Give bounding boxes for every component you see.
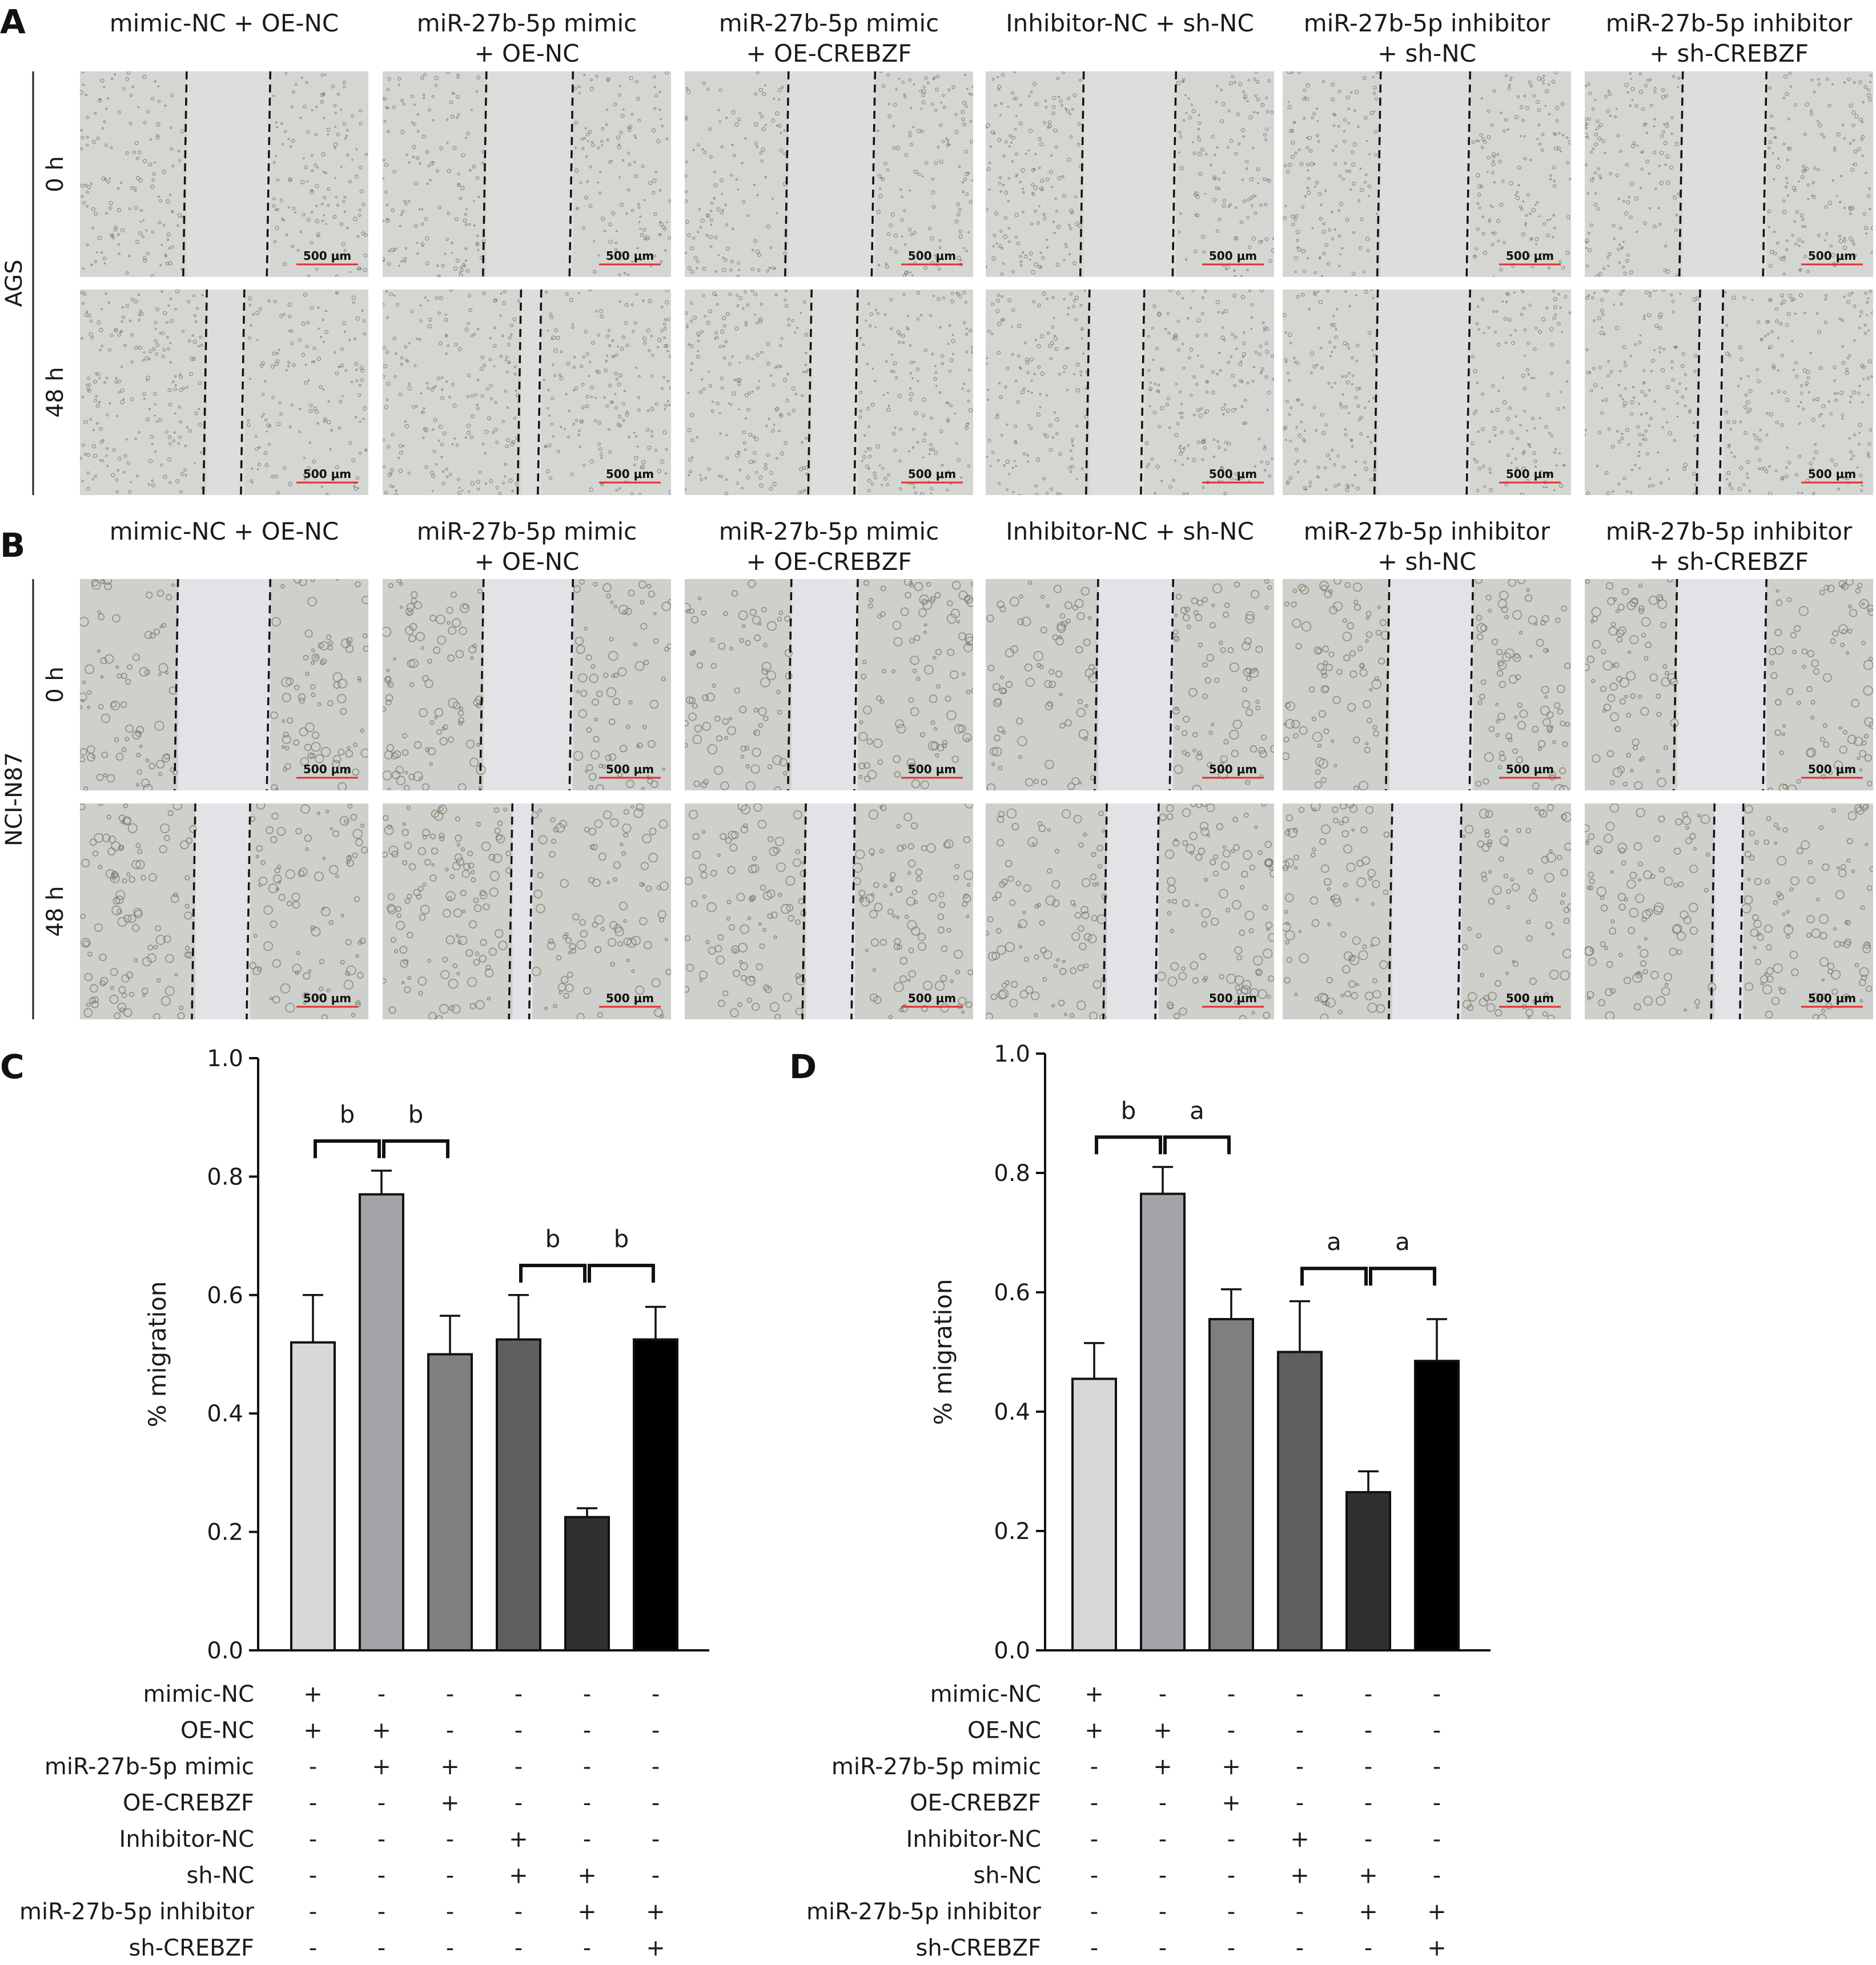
cell-line-label: AGS bbox=[1, 259, 27, 307]
scale-bar-label: 500 μm bbox=[606, 762, 654, 776]
scale-bar-label: 500 μm bbox=[908, 762, 956, 776]
group-title-line2: + OE-NC bbox=[474, 548, 579, 576]
wound-gap bbox=[1677, 579, 1767, 790]
scale-bar-label: 500 μm bbox=[1808, 467, 1856, 481]
group-title: Inhibitor-NC + sh-NC bbox=[1006, 517, 1254, 545]
wound-gap bbox=[195, 803, 250, 1019]
micrograph-background bbox=[1585, 290, 1873, 495]
scale-bar-label: 500 μm bbox=[606, 249, 654, 263]
micrograph: 500 μm bbox=[1584, 288, 1874, 496]
scale-bar-label: 500 μm bbox=[1506, 467, 1554, 481]
micrograph: 500 μm bbox=[79, 801, 368, 1020]
wound-gap bbox=[187, 71, 270, 277]
group-title: miR-27b-5p mimic bbox=[719, 517, 939, 545]
scale-bar-label: 500 μm bbox=[1808, 249, 1856, 263]
micrograph: 500 μm bbox=[382, 579, 673, 792]
micrograph: 500 μm bbox=[1584, 71, 1875, 278]
panel-letter: A bbox=[0, 2, 26, 41]
group-title-line2: + OE-CREBZF bbox=[746, 548, 911, 576]
scale-bar-label: 500 μm bbox=[908, 467, 956, 481]
scale-bar-label: 500 μm bbox=[1506, 249, 1554, 263]
timepoint-label: 0 h bbox=[42, 156, 69, 192]
timepoint-label: 48 h bbox=[42, 367, 69, 418]
group-title: mimic-NC + OE-NC bbox=[110, 517, 339, 545]
wound-gap bbox=[178, 579, 271, 790]
group-title-line2: + sh-CREBZF bbox=[1649, 39, 1809, 67]
scale-bar-label: 500 μm bbox=[303, 249, 351, 263]
wound-gap bbox=[487, 71, 573, 277]
micrograph: 500 μm bbox=[79, 71, 368, 278]
wound-gap bbox=[1098, 579, 1173, 790]
group-title-line2: + sh-NC bbox=[1377, 548, 1476, 576]
group-title: miR-27b-5p inhibitor bbox=[1606, 9, 1853, 37]
timepoint-label: 48 h bbox=[42, 886, 69, 937]
group-title: miR-27b-5p mimic bbox=[417, 517, 637, 545]
group-title: mimic-NC + OE-NC bbox=[110, 9, 339, 37]
wound-gap bbox=[1381, 71, 1471, 277]
micrograph: 500 μm bbox=[684, 290, 975, 496]
micrograph: 500 μm bbox=[1582, 576, 1876, 793]
micrograph: 500 μm bbox=[1283, 70, 1572, 278]
scale-bar-label: 500 μm bbox=[1209, 762, 1257, 776]
group-title: miR-27b-5p mimic bbox=[719, 9, 939, 37]
group-title: Inhibitor-NC + sh-NC bbox=[1006, 9, 1254, 37]
group-title-line2: + sh-NC bbox=[1377, 39, 1476, 67]
group-title: miR-27b-5p mimic bbox=[417, 9, 637, 37]
micrograph: 500 μm bbox=[381, 288, 673, 496]
wound-gap bbox=[484, 579, 573, 790]
group-title-line2: + OE-CREBZF bbox=[746, 39, 911, 67]
wound-gap bbox=[1683, 71, 1766, 277]
micrograph: 500 μm bbox=[1282, 289, 1571, 497]
group-title: miR-27b-5p inhibitor bbox=[1304, 517, 1550, 545]
scale-bar-label: 500 μm bbox=[1506, 762, 1554, 776]
wound-gap bbox=[1378, 290, 1471, 495]
scale-bar-label: 500 μm bbox=[303, 762, 351, 776]
wound-gap bbox=[1090, 290, 1144, 495]
wound-gap bbox=[1389, 579, 1473, 790]
wound-gap bbox=[792, 579, 858, 790]
scale-bar-label: 500 μm bbox=[1808, 762, 1856, 776]
micrograph: 500 μm bbox=[1282, 577, 1571, 794]
wound-gap bbox=[207, 290, 244, 495]
group-title-line2: + sh-CREBZF bbox=[1649, 548, 1809, 576]
micrograph: 500 μm bbox=[684, 70, 974, 278]
cell-line-label: NCI-N87 bbox=[1, 752, 27, 846]
micrograph: 500 μm bbox=[682, 578, 975, 794]
group-title-line2: + OE-NC bbox=[474, 39, 579, 67]
scale-bar-label: 500 μm bbox=[606, 467, 654, 481]
wound-gap bbox=[812, 290, 858, 495]
micrograph: 500 μm bbox=[381, 70, 671, 278]
group-title: miR-27b-5p inhibitor bbox=[1304, 9, 1550, 37]
panel-letter: B bbox=[0, 526, 25, 565]
wound-gap bbox=[1084, 71, 1176, 277]
micrograph: 500 μm bbox=[79, 575, 370, 793]
micrograph: 500 μm bbox=[986, 579, 1278, 794]
micrograph: 500 μm bbox=[985, 70, 1275, 277]
scale-bar-label: 500 μm bbox=[1209, 249, 1257, 263]
micrograph: 500 μm bbox=[986, 288, 1274, 497]
scale-bar-label: 500 μm bbox=[908, 249, 956, 263]
micrograph: 500 μm bbox=[80, 290, 368, 495]
timepoint-label: 0 h bbox=[42, 666, 69, 703]
scale-bar-label: 500 μm bbox=[1209, 467, 1257, 481]
wound-gap bbox=[789, 71, 875, 277]
scale-bar-label: 500 μm bbox=[303, 467, 351, 481]
group-title: miR-27b-5p inhibitor bbox=[1606, 517, 1853, 545]
